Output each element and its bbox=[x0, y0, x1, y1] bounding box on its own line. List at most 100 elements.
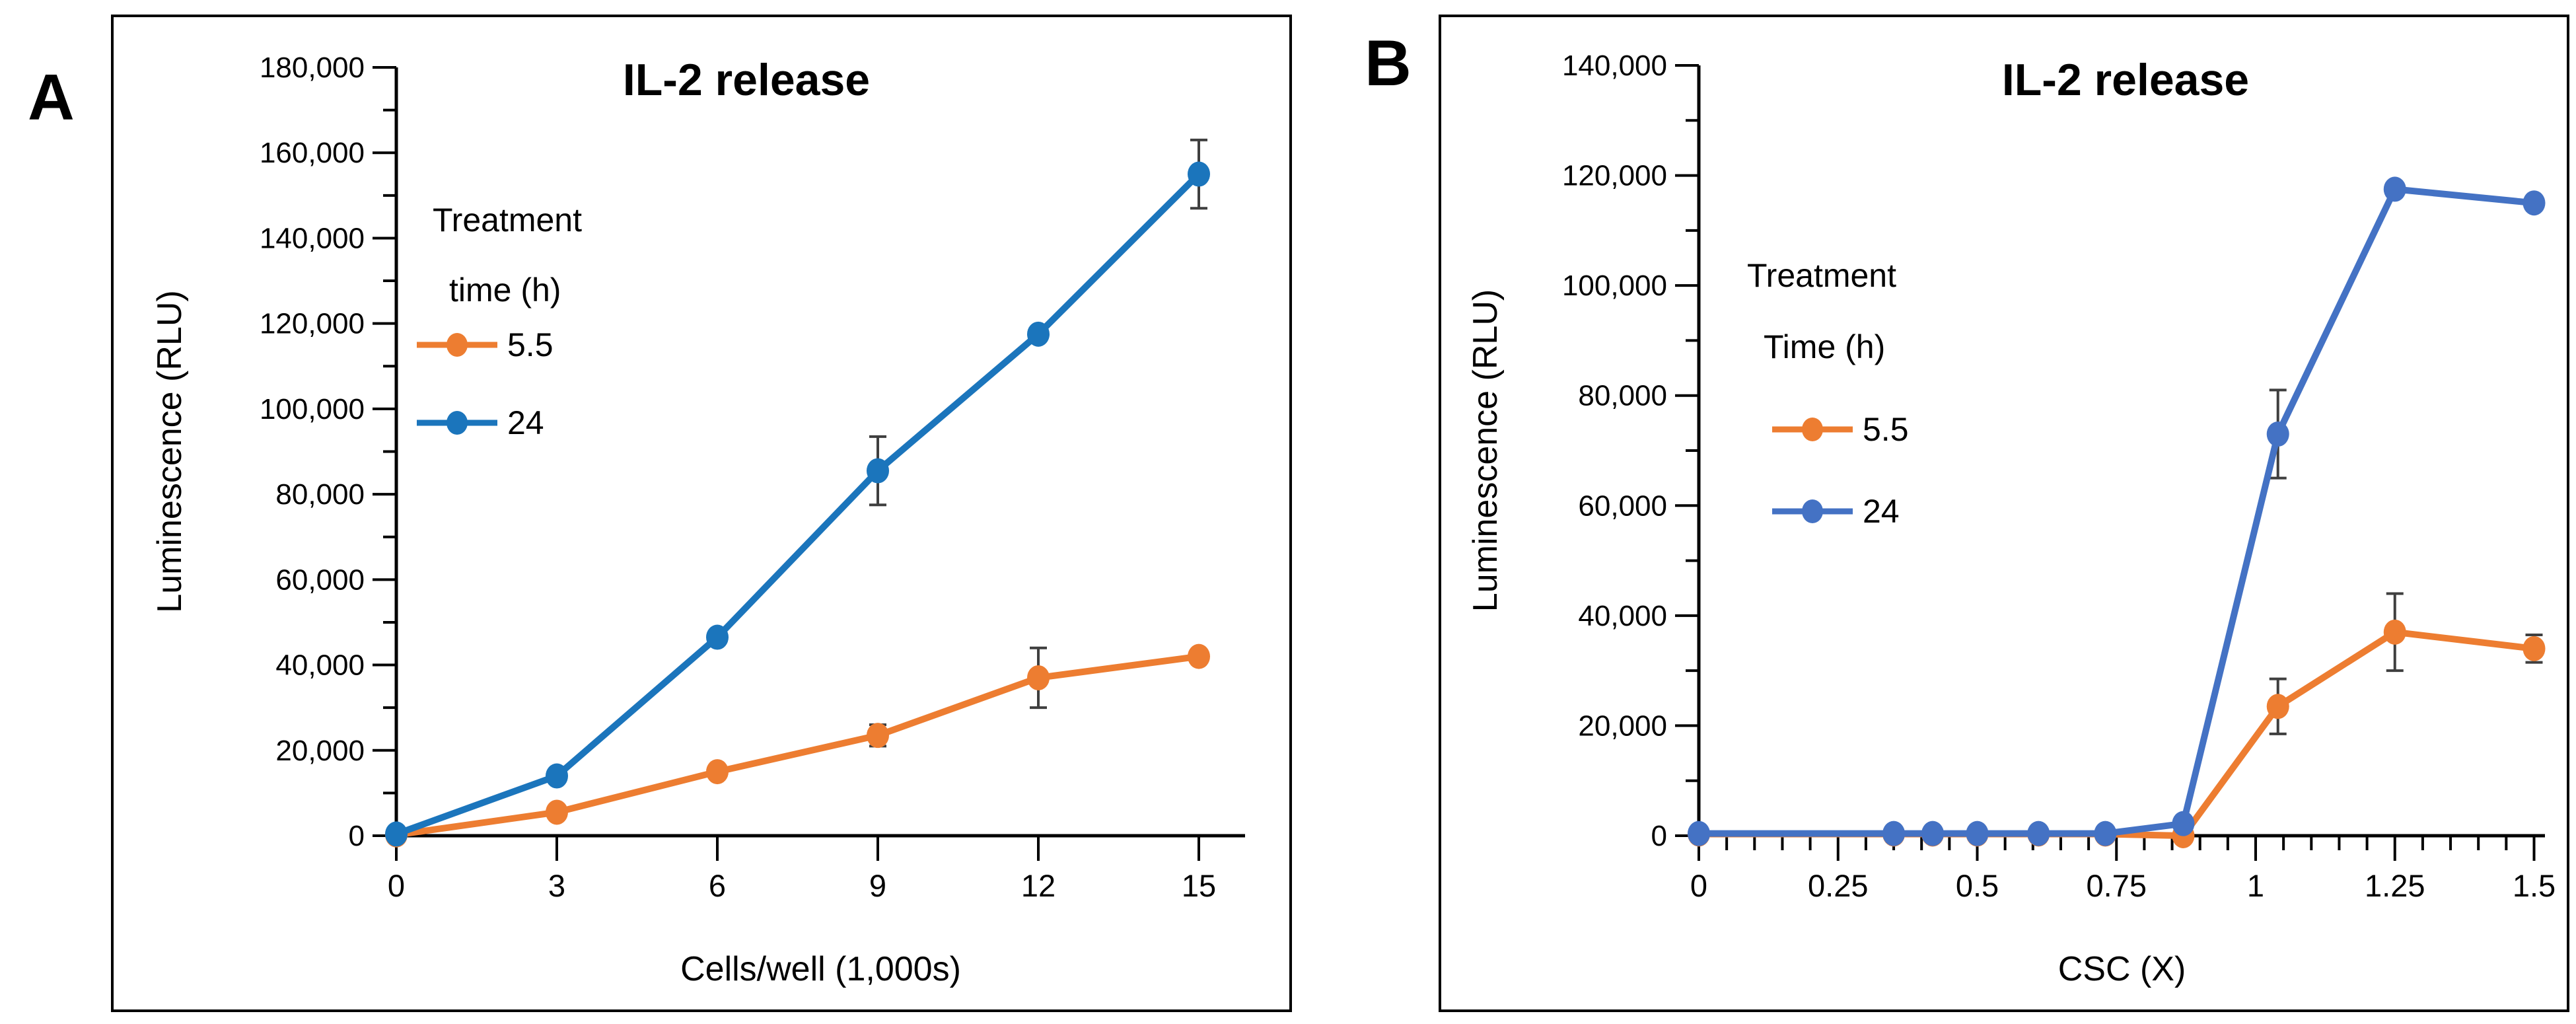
x-tick-label: 1.25 bbox=[2365, 868, 2425, 903]
data-point-marker bbox=[2383, 176, 2406, 202]
x-tick-label: 0 bbox=[1690, 868, 1707, 903]
y-tick-label: 60,000 bbox=[1578, 490, 1667, 522]
series-line bbox=[1696, 628, 2538, 839]
x-tick-label: 9 bbox=[869, 868, 886, 903]
x-axis-title: CSC (X) bbox=[2058, 950, 2186, 988]
data-point-marker bbox=[385, 821, 408, 847]
series-5.5 bbox=[385, 643, 1210, 848]
y-tick-label: 120,000 bbox=[260, 308, 365, 340]
legend-item-label: 24 bbox=[507, 404, 544, 441]
y-tick-label: 100,000 bbox=[260, 393, 365, 425]
y-tick-label: 120,000 bbox=[1562, 160, 1667, 192]
data-point-marker bbox=[867, 723, 889, 749]
x-tick-label: 1.5 bbox=[2513, 868, 2556, 903]
y-tick-labels: 0 20,000 40,000 60,000 80,000 100,000 120,000 1… bbox=[1562, 50, 1667, 852]
series-5.5 bbox=[1688, 619, 2546, 848]
y-tick-label: 80,000 bbox=[1578, 380, 1667, 412]
x-tick-label: 15 bbox=[1182, 868, 1216, 903]
y-tick-label: 80,000 bbox=[275, 478, 365, 511]
data-point-marker bbox=[706, 759, 729, 785]
panel-label-b: B bbox=[1365, 26, 1412, 99]
y-ticks bbox=[373, 66, 396, 837]
y-tick-label: 20,000 bbox=[275, 735, 365, 767]
data-point-marker bbox=[867, 458, 889, 484]
panel-a: 0 20,000 40,000 60,000 80,000 100,000 120,000 1… bbox=[111, 15, 1292, 1012]
y-ticks bbox=[1675, 64, 1699, 837]
data-point-marker bbox=[1027, 321, 1050, 347]
legend-title-line: time (h) bbox=[449, 272, 561, 309]
x-tick-label: 0.75 bbox=[2087, 868, 2147, 903]
x-tick-label: 6 bbox=[709, 868, 726, 903]
chart-title: IL-2 release bbox=[2002, 55, 2249, 105]
data-point-marker bbox=[546, 763, 568, 789]
x-ticks bbox=[1698, 836, 2536, 861]
y-tick-label: 20,000 bbox=[1578, 710, 1667, 742]
data-point-marker bbox=[2172, 811, 2195, 836]
legend: Treatment time (h) 5.5 24 bbox=[417, 201, 582, 441]
y-tick-label: 140,000 bbox=[1562, 50, 1667, 82]
chart-svg-a: 0 20,000 40,000 60,000 80,000 100,000 120,000 1… bbox=[151, 52, 1245, 988]
y-tick-label: 180,000 bbox=[260, 52, 365, 84]
x-ticks bbox=[395, 836, 1200, 861]
legend: Treatment Time (h) 5.5 24 bbox=[1747, 257, 1909, 530]
data-point-marker bbox=[2522, 190, 2546, 216]
data-point-marker bbox=[2027, 821, 2050, 846]
error-bars bbox=[869, 138, 1207, 748]
legend-marker-dot bbox=[1802, 418, 1823, 441]
data-point-marker bbox=[2266, 694, 2289, 719]
x-tick-label: 12 bbox=[1021, 868, 1055, 903]
chart-svg-b: 0 20,000 40,000 60,000 80,000 100,000 120,000 1… bbox=[1466, 50, 2556, 988]
y-tick-label: 140,000 bbox=[260, 222, 365, 254]
x-axis-title: Cells/well (1,000s) bbox=[680, 950, 961, 988]
data-point-marker bbox=[1027, 665, 1050, 690]
chart-title: IL-2 release bbox=[623, 55, 870, 105]
legend-item-label: 24 bbox=[1863, 493, 1900, 530]
data-point-marker bbox=[2522, 636, 2546, 661]
x-tick-label: 0.25 bbox=[1808, 868, 1868, 903]
y-axis-title: Luminescence (RLU) bbox=[151, 290, 189, 612]
legend-marker-dot bbox=[447, 333, 468, 357]
y-tick-label: 160,000 bbox=[260, 137, 365, 169]
legend-marker-dot bbox=[1802, 499, 1823, 523]
y-tick-label: 40,000 bbox=[1578, 600, 1667, 632]
data-point-marker bbox=[1921, 821, 1945, 846]
data-point-marker bbox=[2383, 619, 2406, 645]
y-tick-label: 40,000 bbox=[275, 649, 365, 682]
panel-label-a: A bbox=[28, 61, 75, 133]
data-point-marker bbox=[2094, 821, 2117, 846]
axes bbox=[394, 67, 1245, 838]
legend-item-label: 5.5 bbox=[507, 326, 554, 363]
x-tick-label: 0.5 bbox=[1956, 868, 1999, 903]
series-24 bbox=[385, 161, 1210, 847]
axes bbox=[1697, 65, 2545, 838]
series-line bbox=[393, 653, 1202, 838]
panel-b: 0 20,000 40,000 60,000 80,000 100,000 120,000 1… bbox=[1439, 15, 2569, 1012]
x-tick-label: 3 bbox=[548, 868, 565, 903]
series-line bbox=[393, 170, 1202, 838]
y-tick-label: 0 bbox=[349, 820, 365, 852]
y-tick-label: 0 bbox=[1651, 820, 1667, 852]
data-point-marker bbox=[1188, 161, 1210, 187]
series-line bbox=[1696, 186, 2538, 837]
x-tick-label: 0 bbox=[388, 868, 405, 903]
data-point-marker bbox=[1966, 821, 1989, 846]
x-tick-labels: 0 0.25 0.5 0.75 1 1.25 1.5 bbox=[1690, 868, 2556, 903]
data-point-marker bbox=[1882, 821, 1906, 846]
legend-item-label: 5.5 bbox=[1863, 411, 1909, 448]
data-point-marker bbox=[2266, 421, 2289, 447]
legend-marker-dot bbox=[447, 411, 468, 435]
data-point-marker bbox=[706, 624, 729, 650]
x-tick-label: 1 bbox=[2247, 868, 2264, 903]
y-tick-labels: 0 20,000 40,000 60,000 80,000 100,000 120,000 1… bbox=[260, 52, 365, 852]
data-point-marker bbox=[546, 799, 568, 825]
legend-title-line: Treatment bbox=[433, 201, 582, 238]
y-axis-title: Luminescence (RLU) bbox=[1466, 289, 1505, 612]
y-tick-label: 100,000 bbox=[1562, 270, 1667, 302]
series-24 bbox=[1688, 176, 2546, 846]
data-point-marker bbox=[1188, 643, 1210, 669]
legend-title-line: Time (h) bbox=[1764, 328, 1885, 365]
data-point-marker bbox=[1688, 821, 1710, 846]
y-tick-label: 60,000 bbox=[275, 564, 365, 596]
legend-title-line: Treatment bbox=[1747, 257, 1896, 294]
